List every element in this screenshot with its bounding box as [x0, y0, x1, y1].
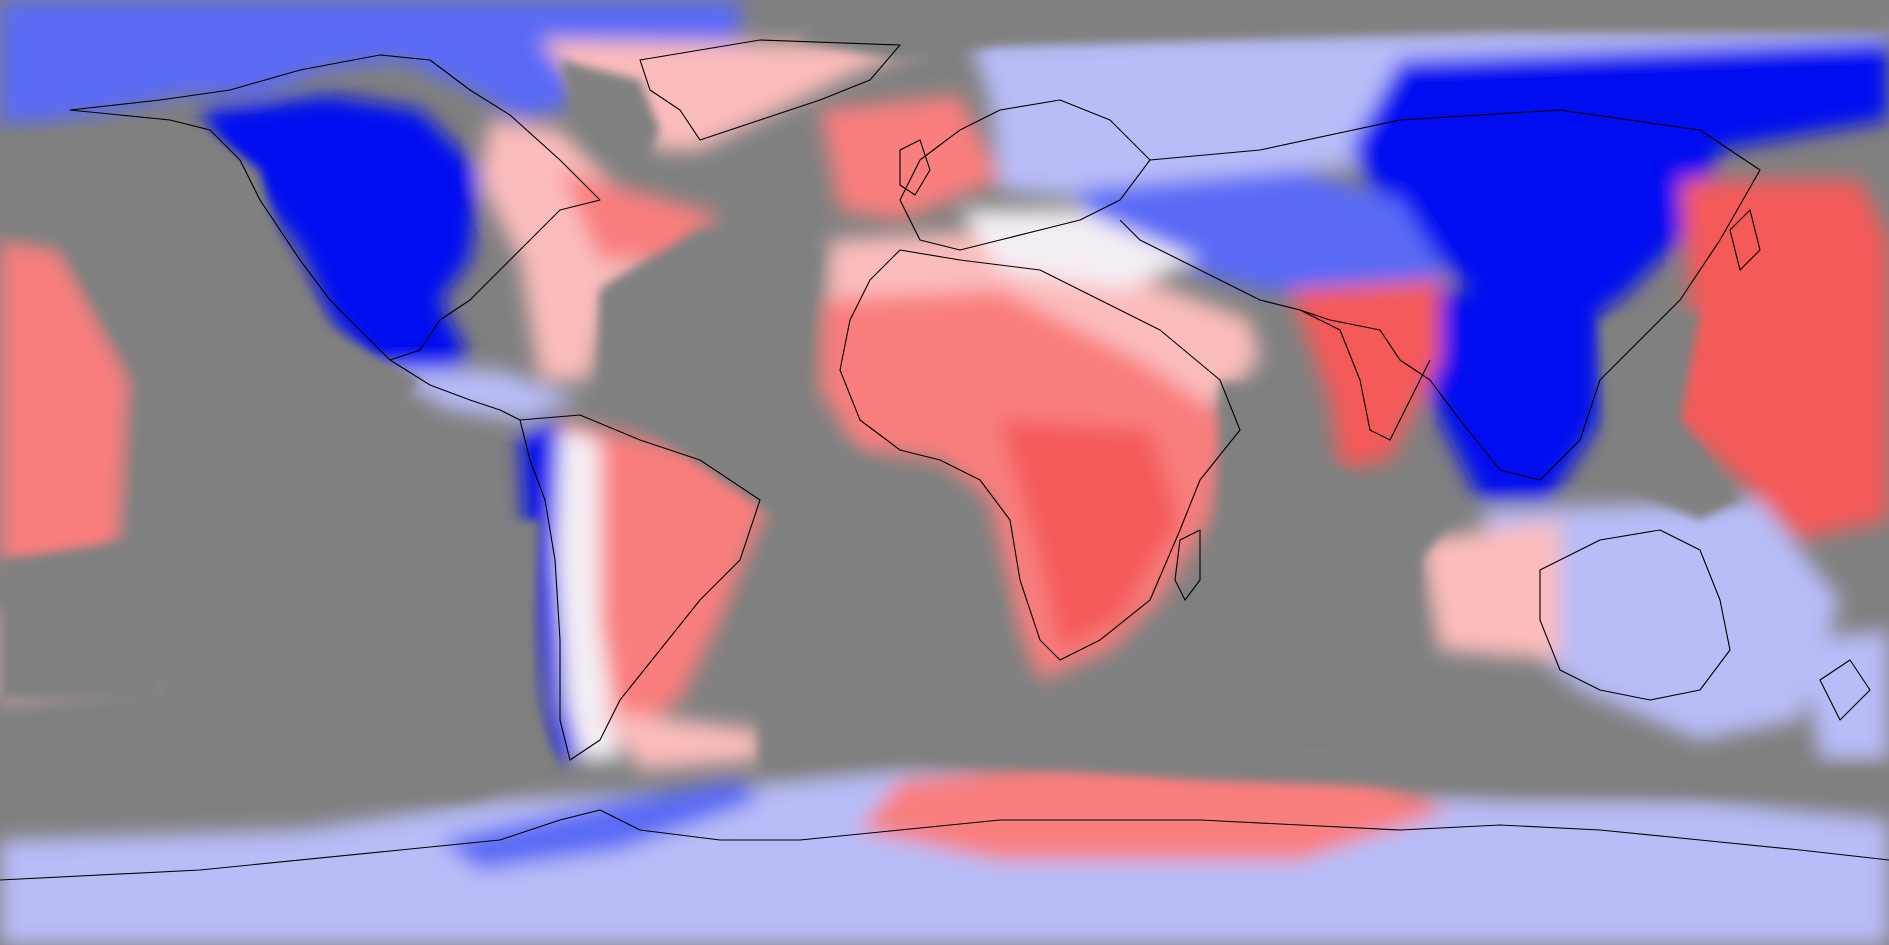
field-andes [520, 420, 580, 760]
coastline-uk [899, 139, 931, 196]
field-antarctic-peninsula [440, 780, 760, 870]
field-australia [1480, 500, 1840, 740]
gap-southern-ocean-mid [760, 690, 1889, 800]
field-east-north-america [480, 120, 700, 380]
coastline-south-america [519, 414, 761, 761]
field-central-america [380, 370, 580, 420]
field-south-america [560, 420, 770, 740]
field-southeast-asia [1420, 290, 1600, 500]
coastline-antarctica [0, 809, 1889, 881]
gap-labrador [560, 60, 660, 170]
gap-west-pacific [1600, 310, 1740, 520]
coastline-new-zealand [1819, 659, 1871, 721]
field-arctic-north-america [0, 0, 740, 125]
field-antarctica-red [860, 760, 1450, 860]
coastline-india [1299, 309, 1431, 441]
field-india [1290, 280, 1440, 470]
field-pacific-west [0, 240, 130, 600]
field-mediterranean [960, 210, 1200, 290]
gap-south-pacific [160, 520, 560, 800]
coastline-africa [839, 249, 1241, 661]
field-australia-west [1420, 520, 1560, 660]
coastline-madagascar [1174, 529, 1201, 601]
coastline-europe [899, 99, 1151, 251]
coastline-japan [1729, 209, 1761, 271]
gap-indian-ocean [1140, 380, 1460, 740]
field-africa-core [1000, 420, 1180, 650]
field-pacific-east [1670, 180, 1889, 540]
gap-atlantic [600, 230, 1010, 720]
coastline-central-america [389, 359, 521, 421]
field-south-patagonia [600, 710, 760, 770]
field-north-atlantic-east [820, 95, 1000, 220]
coastline-australia [1539, 529, 1731, 701]
field-north-america [200, 95, 480, 380]
field-north-atlantic [560, 170, 720, 260]
coastlines [0, 39, 1889, 881]
field-siberia [1350, 40, 1889, 330]
gap-arctic-east [800, 0, 1889, 60]
field-central-asia [1080, 170, 1450, 300]
field-new-zealand [1800, 630, 1889, 760]
coastline-greenland [639, 39, 901, 141]
coastline-asia [1119, 109, 1761, 481]
coastline-north-america [69, 54, 601, 361]
gap-north-pacific [0, 125, 420, 700]
ocean-gaps [0, 0, 1889, 800]
